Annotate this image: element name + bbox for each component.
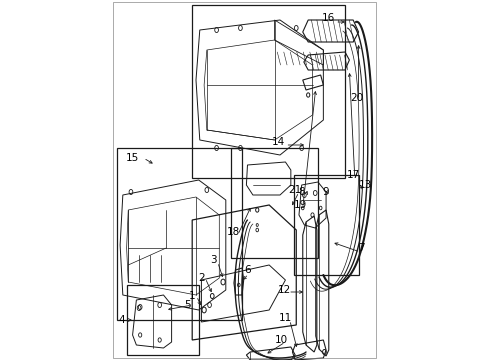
Bar — [192, 5, 345, 178]
Bar — [231, 148, 317, 258]
Text: 1: 1 — [188, 291, 195, 301]
Text: 2: 2 — [198, 273, 204, 283]
Text: 15: 15 — [126, 153, 139, 163]
Text: 11: 11 — [278, 313, 291, 323]
Text: 6: 6 — [244, 265, 250, 275]
Text: 4: 4 — [118, 315, 125, 325]
Text: 9: 9 — [322, 187, 329, 197]
Text: 18: 18 — [227, 227, 240, 237]
Bar — [117, 148, 242, 320]
Text: 16: 16 — [322, 13, 335, 23]
Text: 7: 7 — [357, 243, 364, 253]
Text: 8: 8 — [298, 187, 305, 197]
Text: 21: 21 — [288, 185, 301, 195]
Text: 17: 17 — [346, 170, 359, 180]
Text: 12: 12 — [277, 285, 290, 295]
Text: 19: 19 — [293, 200, 306, 210]
Text: 13: 13 — [358, 180, 371, 190]
Bar — [126, 285, 198, 355]
Text: 5: 5 — [184, 300, 191, 310]
Text: 10: 10 — [274, 335, 287, 345]
Text: 20: 20 — [350, 93, 363, 103]
Bar — [293, 175, 358, 275]
Text: 14: 14 — [272, 137, 285, 147]
Text: 3: 3 — [210, 255, 217, 265]
